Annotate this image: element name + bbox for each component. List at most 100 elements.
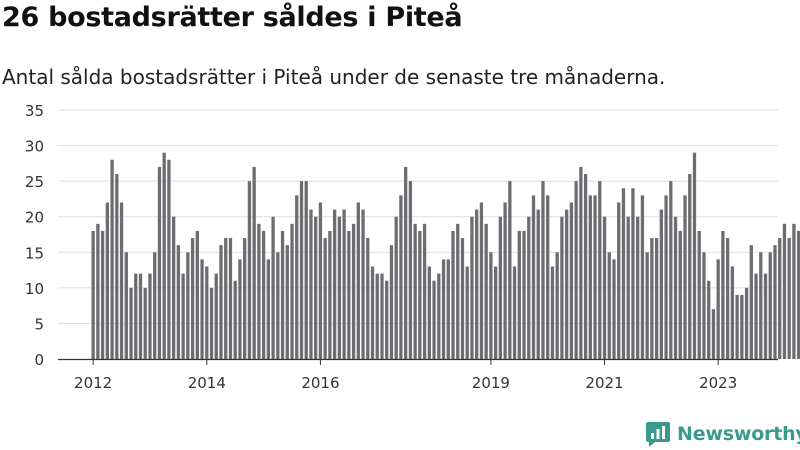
bar: [579, 166, 583, 359]
bar: [522, 230, 526, 359]
bar: [787, 238, 791, 359]
y-tick-label: 30: [25, 138, 44, 156]
bar: [209, 287, 214, 359]
bar: [621, 188, 626, 359]
bar: [176, 245, 181, 359]
bar: [612, 259, 616, 359]
bar: [214, 273, 218, 359]
bar: [493, 266, 498, 359]
x-tick-label: 2012: [74, 374, 112, 392]
bar: [654, 238, 659, 359]
bar: [650, 238, 654, 359]
bar: [195, 230, 199, 359]
bar: [773, 245, 777, 359]
x-tick-label: 2016: [301, 374, 339, 392]
bar: [280, 230, 285, 359]
bar: [593, 195, 597, 359]
bar: [385, 280, 389, 359]
y-tick-label: 5: [34, 315, 44, 333]
bar: [768, 252, 772, 359]
labels: 0510152025303520122014201620192021202320…: [25, 102, 737, 392]
bar: [711, 309, 716, 359]
bar: [181, 273, 185, 359]
bar: [640, 195, 645, 359]
bar: [778, 238, 782, 359]
bar: [725, 238, 730, 359]
bar: [153, 252, 157, 359]
bar: [702, 252, 706, 359]
bar: [332, 209, 337, 359]
bar: [531, 195, 536, 359]
bar: [233, 280, 237, 359]
bar: [295, 195, 299, 359]
bar: [314, 216, 318, 359]
bar: [205, 266, 209, 359]
bar: [460, 238, 465, 359]
bar: [380, 273, 384, 359]
bar: [437, 273, 441, 359]
newsworthy-logo-icon: [646, 422, 670, 447]
bar: [484, 223, 488, 359]
bar: [228, 238, 233, 359]
bar: [422, 223, 427, 359]
bar: [489, 252, 493, 359]
bar: [721, 230, 725, 359]
y-tick-label: 10: [25, 280, 44, 298]
bar: [394, 216, 398, 359]
bar: [247, 181, 252, 359]
bar: [299, 181, 304, 359]
bar: [91, 230, 95, 359]
bar: [583, 174, 588, 359]
bar: [550, 266, 555, 359]
newsworthy-logo-text: Newsworthy: [677, 423, 800, 445]
bar: [716, 259, 720, 359]
bar: [257, 223, 261, 359]
bar: [115, 174, 119, 359]
bar: [219, 245, 223, 359]
bar: [692, 152, 697, 359]
x-tick-label: 2014: [188, 374, 226, 392]
bar: [171, 216, 176, 359]
bar: [100, 230, 105, 359]
bar: [304, 181, 308, 359]
chart-subtitle: Antal sålda bostadsrätter i Piteå under …: [2, 65, 666, 89]
bar: [565, 209, 569, 359]
bar: [105, 202, 110, 359]
bar: [375, 273, 379, 359]
bar: [290, 223, 294, 359]
bar: [408, 181, 413, 359]
bar: [645, 252, 649, 359]
bar: [337, 216, 342, 359]
bar: [782, 223, 787, 359]
bar: [664, 195, 668, 359]
bar: [527, 216, 531, 359]
bar: [740, 294, 744, 359]
bar: [404, 166, 408, 359]
bar: [673, 216, 678, 359]
bar: [271, 216, 275, 359]
bar: [797, 230, 800, 359]
bar: [124, 252, 128, 359]
bar: [148, 273, 152, 359]
bar: [508, 181, 512, 359]
bar: [138, 273, 143, 359]
bar: [607, 252, 611, 359]
bar: [517, 230, 521, 359]
bar: [536, 209, 540, 359]
bar: [512, 266, 517, 359]
bar: [252, 166, 256, 359]
x-tick-label: 2019: [472, 374, 510, 392]
bar: [669, 181, 673, 359]
y-tick-label: 0: [34, 351, 44, 369]
bar: [224, 238, 228, 359]
bar: [366, 238, 370, 359]
bar: [200, 259, 204, 359]
bar: [602, 216, 607, 359]
bar: [617, 202, 621, 359]
bar: [370, 266, 375, 359]
bar: [351, 223, 356, 359]
bar: [456, 223, 460, 359]
bar: [470, 216, 474, 359]
bar: [479, 202, 484, 359]
bar: [598, 181, 602, 359]
